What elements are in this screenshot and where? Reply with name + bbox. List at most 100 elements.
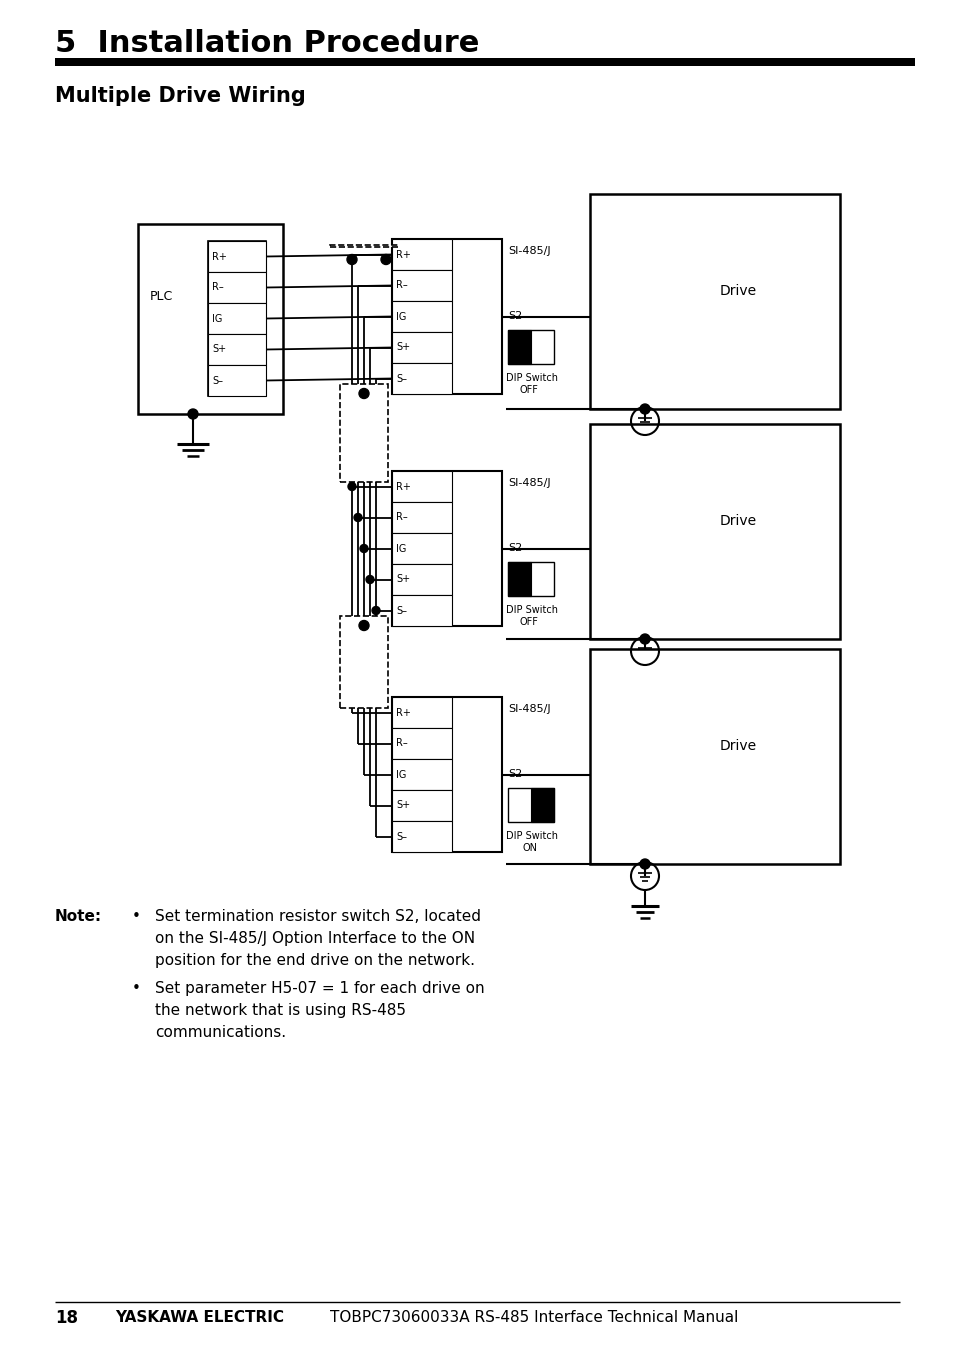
- Text: TOBPC73060033A RS-485 Interface Technical Manual: TOBPC73060033A RS-485 Interface Technica…: [330, 1311, 738, 1326]
- Text: S2: S2: [507, 543, 521, 552]
- Circle shape: [639, 634, 649, 645]
- Circle shape: [380, 255, 391, 264]
- Bar: [392, 697, 452, 728]
- Bar: [392, 332, 452, 363]
- Text: R+: R+: [395, 708, 411, 718]
- Bar: [392, 363, 452, 394]
- Text: S–: S–: [395, 605, 407, 616]
- Bar: [138, 223, 283, 414]
- Bar: [392, 594, 452, 626]
- Bar: [392, 301, 452, 332]
- Text: Set termination resistor switch S2, located: Set termination resistor switch S2, loca…: [154, 909, 480, 923]
- Bar: [392, 240, 452, 269]
- Text: 18: 18: [55, 1309, 78, 1327]
- Circle shape: [348, 482, 355, 490]
- Text: SI-485/J: SI-485/J: [507, 704, 550, 714]
- Bar: [339, 616, 388, 708]
- Circle shape: [358, 620, 369, 631]
- Text: S2: S2: [507, 311, 521, 321]
- Text: Drive: Drive: [720, 284, 757, 298]
- Text: R–: R–: [395, 513, 407, 523]
- Bar: [507, 330, 531, 364]
- Text: S–: S–: [212, 375, 223, 386]
- Text: Set parameter H5-07 = 1 for each drive on: Set parameter H5-07 = 1 for each drive o…: [154, 982, 484, 997]
- Bar: [392, 821, 452, 852]
- Text: PLC: PLC: [150, 290, 173, 303]
- Text: on the SI-485/J Option Interface to the ON: on the SI-485/J Option Interface to the …: [154, 932, 475, 946]
- Text: S+: S+: [395, 574, 410, 585]
- Bar: [507, 330, 554, 364]
- Bar: [392, 471, 452, 502]
- Text: R+: R+: [395, 249, 411, 260]
- Text: •: •: [132, 909, 141, 923]
- Text: communications.: communications.: [154, 1025, 286, 1040]
- Bar: [208, 272, 266, 303]
- Bar: [589, 424, 840, 639]
- Bar: [330, 245, 397, 246]
- Bar: [392, 728, 452, 760]
- Text: S–: S–: [395, 374, 407, 383]
- Text: S2: S2: [507, 769, 521, 779]
- Text: Drive: Drive: [720, 513, 757, 528]
- Circle shape: [354, 513, 361, 521]
- Circle shape: [358, 389, 369, 398]
- Bar: [507, 562, 531, 596]
- Bar: [589, 194, 840, 409]
- Text: IG: IG: [395, 543, 406, 554]
- Bar: [531, 788, 554, 822]
- Text: R–: R–: [395, 280, 407, 291]
- Bar: [208, 241, 266, 272]
- Bar: [208, 241, 266, 395]
- Text: SI-485/J: SI-485/J: [507, 246, 550, 256]
- Bar: [392, 502, 452, 533]
- Bar: [208, 303, 266, 334]
- Text: •: •: [132, 982, 141, 997]
- Circle shape: [372, 607, 379, 615]
- Text: YASKAWA ELECTRIC: YASKAWA ELECTRIC: [115, 1311, 284, 1326]
- Bar: [392, 269, 452, 301]
- Bar: [208, 334, 266, 366]
- Text: R–: R–: [395, 738, 407, 749]
- Text: IG: IG: [395, 311, 406, 321]
- Bar: [392, 565, 452, 594]
- Text: position for the end drive on the network.: position for the end drive on the networ…: [154, 953, 475, 968]
- Circle shape: [639, 403, 649, 414]
- Text: Note:: Note:: [55, 909, 102, 923]
- Bar: [392, 471, 501, 626]
- Text: ON: ON: [522, 844, 537, 853]
- Bar: [339, 383, 388, 482]
- Bar: [392, 697, 501, 852]
- Text: 5  Installation Procedure: 5 Installation Procedure: [55, 30, 478, 58]
- Text: the network that is using RS-485: the network that is using RS-485: [154, 1003, 406, 1018]
- Text: R+: R+: [212, 252, 227, 261]
- Text: S–: S–: [395, 831, 407, 841]
- Circle shape: [359, 544, 368, 552]
- Bar: [507, 562, 554, 596]
- Text: OFF: OFF: [519, 617, 538, 627]
- Text: IG: IG: [395, 769, 406, 780]
- Text: DIP Switch: DIP Switch: [505, 831, 558, 841]
- Bar: [392, 240, 501, 394]
- Bar: [392, 760, 452, 789]
- Text: Multiple Drive Wiring: Multiple Drive Wiring: [55, 87, 305, 106]
- Bar: [208, 366, 266, 395]
- Circle shape: [347, 255, 356, 264]
- Text: S+: S+: [395, 343, 410, 352]
- Circle shape: [188, 409, 198, 418]
- Bar: [589, 649, 840, 864]
- Text: R–: R–: [212, 283, 224, 292]
- Bar: [392, 789, 452, 821]
- Text: S+: S+: [395, 800, 410, 811]
- Bar: [55, 58, 914, 66]
- Bar: [392, 533, 452, 565]
- Text: R+: R+: [395, 482, 411, 492]
- Text: S+: S+: [212, 344, 226, 355]
- Text: IG: IG: [212, 314, 222, 324]
- Text: SI-485/J: SI-485/J: [507, 478, 550, 487]
- Text: DIP Switch: DIP Switch: [505, 372, 558, 383]
- Bar: [507, 788, 554, 822]
- Text: OFF: OFF: [519, 385, 538, 395]
- Circle shape: [639, 858, 649, 869]
- Circle shape: [366, 575, 374, 584]
- Text: DIP Switch: DIP Switch: [505, 605, 558, 615]
